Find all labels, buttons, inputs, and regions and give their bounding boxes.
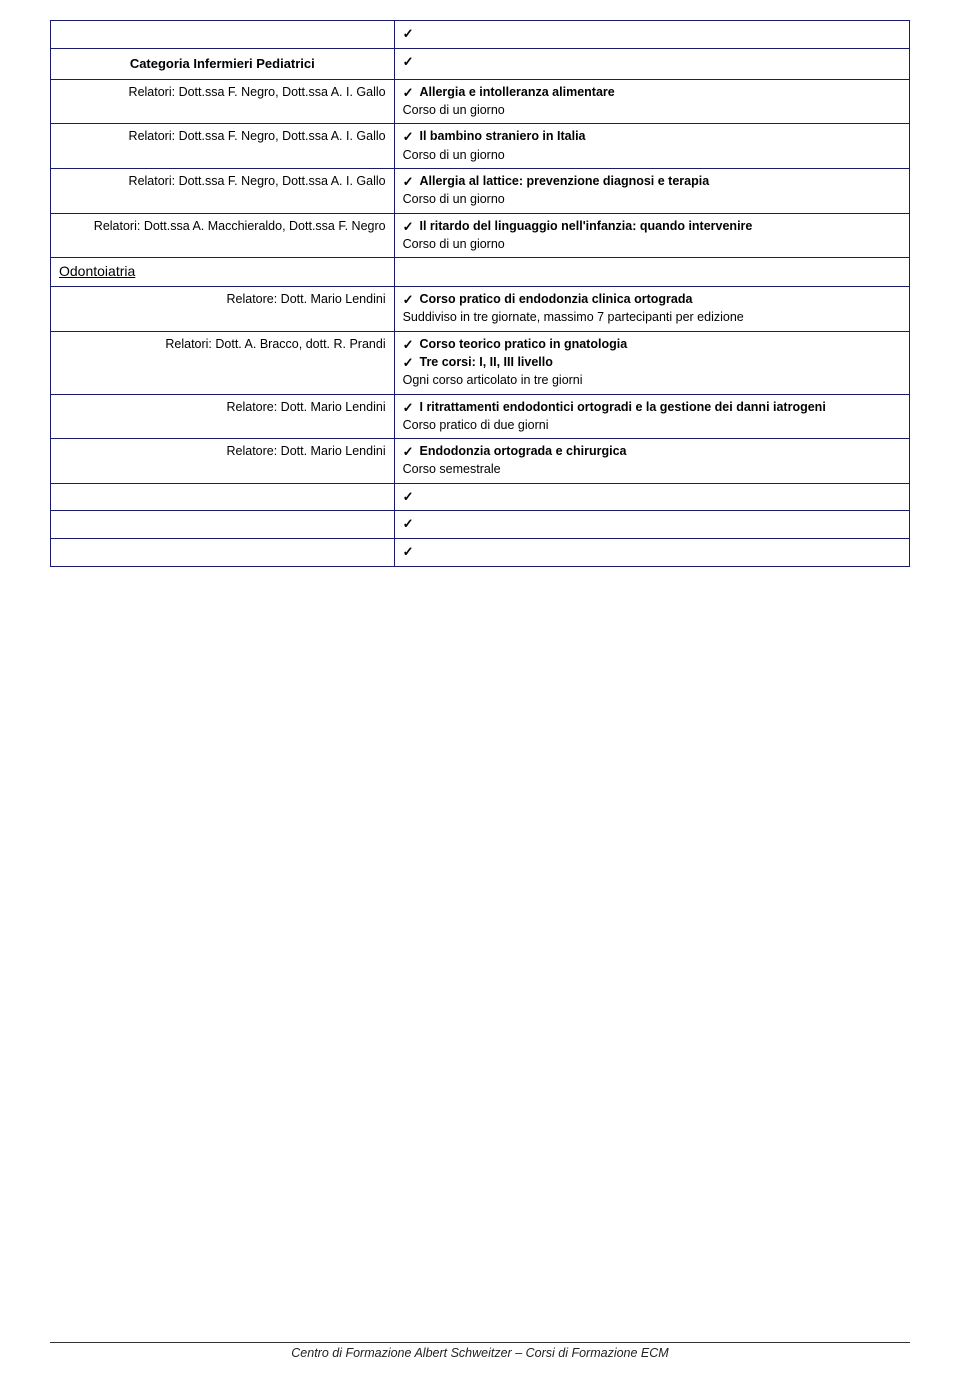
cell-course: ✓ Il bambino straniero in Italia Corso di… xyxy=(394,124,909,169)
check-icon: ✓ xyxy=(403,291,414,309)
cell-relator: Relatori: Dott.ssa A. Macchieraldo, Dott… xyxy=(51,213,395,258)
course-title: Il ritardo del linguaggio nell'infanzia:… xyxy=(420,218,902,236)
cell-right-tick: ✓ xyxy=(394,21,909,49)
course-note: Corso di un giorno xyxy=(403,191,901,209)
check-icon: ✓ xyxy=(403,515,414,533)
course-note: Ogni corso articolato in tre giorni xyxy=(403,372,901,390)
check-icon: ✓ xyxy=(403,336,414,354)
course-title: Corso teorico pratico in gnatologia xyxy=(420,336,902,354)
check-icon: ✓ xyxy=(403,84,414,102)
cell-right-tick: ✓ xyxy=(394,539,909,567)
table-row: Categoria Infermieri Pediatrici ✓ xyxy=(51,48,910,79)
course-note: Corso di un giorno xyxy=(403,147,901,165)
course-note: Corso semestrale xyxy=(403,461,901,479)
footer-text: Centro di Formazione Albert Schweitzer –… xyxy=(291,1346,668,1360)
table-row: Relatori: Dott.ssa F. Negro, Dott.ssa A.… xyxy=(51,169,910,214)
table-row: Relatore: Dott. Mario Lendini ✓ I ritratt… xyxy=(51,394,910,439)
cell-relator: Relatore: Dott. Mario Lendini xyxy=(51,394,395,439)
table-row: ✓ xyxy=(51,21,910,49)
course-note: Corso di un giorno xyxy=(403,102,901,120)
cell-course: ✓ Il ritardo del linguaggio nell'infanzia… xyxy=(394,213,909,258)
check-icon: ✓ xyxy=(403,128,414,146)
table-row: Relatori: Dott.ssa F. Negro, Dott.ssa A.… xyxy=(51,124,910,169)
course-table: ✓ Categoria Infermieri Pediatrici ✓ Rela… xyxy=(50,20,910,567)
cell-left-empty xyxy=(51,539,395,567)
course-note: Suddiviso in tre giornate, massimo 7 par… xyxy=(403,309,901,327)
cell-course: ✓ Corso pratico di endodonzia clinica ort… xyxy=(394,287,909,332)
table-row: ✓ xyxy=(51,511,910,539)
check-icon: ✓ xyxy=(403,173,414,191)
check-icon: ✓ xyxy=(403,53,414,71)
page-container: ✓ Categoria Infermieri Pediatrici ✓ Rela… xyxy=(0,0,960,1395)
check-icon: ✓ xyxy=(403,354,414,372)
check-icon: ✓ xyxy=(403,488,414,506)
cell-right-tick: ✓ xyxy=(394,483,909,511)
cell-relator: Relatori: Dott.ssa F. Negro, Dott.ssa A.… xyxy=(51,124,395,169)
cell-right-tick: ✓ xyxy=(394,48,909,79)
table-row: Relatori: Dott.ssa F. Negro, Dott.ssa A.… xyxy=(51,79,910,124)
table-row: Relatore: Dott. Mario Lendini ✓ Endodonzi… xyxy=(51,439,910,484)
check-icon: ✓ xyxy=(403,25,414,43)
cell-right-tick: ✓ xyxy=(394,511,909,539)
check-icon: ✓ xyxy=(403,399,414,417)
category-heading: Categoria Infermieri Pediatrici xyxy=(130,56,315,71)
cell-left-empty xyxy=(51,21,395,49)
course-note: Corso pratico di due giorni xyxy=(403,417,901,435)
check-icon: ✓ xyxy=(403,218,414,236)
course-title: Allergia al lattice: prevenzione diagnos… xyxy=(420,173,902,191)
check-icon: ✓ xyxy=(403,543,414,561)
cell-relator: Relatore: Dott. Mario Lendini xyxy=(51,287,395,332)
check-icon: ✓ xyxy=(403,443,414,461)
category-heading-cell: Categoria Infermieri Pediatrici xyxy=(51,48,395,79)
course-title: Allergia e intolleranza alimentare xyxy=(420,84,902,102)
cell-left-empty xyxy=(51,483,395,511)
cell-course: ✓ Allergia al lattice: prevenzione diagno… xyxy=(394,169,909,214)
cell-course: ✓ Allergia e intolleranza alimentare Cors… xyxy=(394,79,909,124)
cell-relator: Relatori: Dott.ssa F. Negro, Dott.ssa A.… xyxy=(51,169,395,214)
table-row: ✓ xyxy=(51,483,910,511)
cell-left-empty xyxy=(51,511,395,539)
cell-right-empty xyxy=(394,258,909,287)
course-title: Corso pratico di endodonzia clinica orto… xyxy=(420,291,902,309)
course-title: Il bambino straniero in Italia xyxy=(420,128,902,146)
cell-relator: Relatori: Dott. A. Bracco, dott. R. Pran… xyxy=(51,331,395,394)
cell-relator: Relatore: Dott. Mario Lendini xyxy=(51,439,395,484)
cell-course: ✓ Endodonzia ortograda e chirurgica Corso… xyxy=(394,439,909,484)
course-title: Endodonzia ortograda e chirurgica xyxy=(420,443,902,461)
table-row: Relatore: Dott. Mario Lendini ✓ Corso pra… xyxy=(51,287,910,332)
cell-course: ✓ I ritrattamenti endodontici ortogradi e… xyxy=(394,394,909,439)
table-row: ✓ xyxy=(51,539,910,567)
course-title: I ritrattamenti endodontici ortogradi e … xyxy=(420,399,902,417)
cell-course: ✓ Corso teorico pratico in gnatologia ✓ Tr… xyxy=(394,331,909,394)
section-heading: Odontoiatria xyxy=(59,263,135,279)
table-row: Relatori: Dott.ssa A. Macchieraldo, Dott… xyxy=(51,213,910,258)
course-note: Corso di un giorno xyxy=(403,236,901,254)
section-heading-cell: Odontoiatria xyxy=(51,258,395,287)
table-row: Odontoiatria xyxy=(51,258,910,287)
cell-relator: Relatori: Dott.ssa F. Negro, Dott.ssa A.… xyxy=(51,79,395,124)
course-title: Tre corsi: I, II, III livello xyxy=(420,354,902,372)
page-footer: Centro di Formazione Albert Schweitzer –… xyxy=(50,1342,910,1360)
table-row: Relatori: Dott. A. Bracco, dott. R. Pran… xyxy=(51,331,910,394)
